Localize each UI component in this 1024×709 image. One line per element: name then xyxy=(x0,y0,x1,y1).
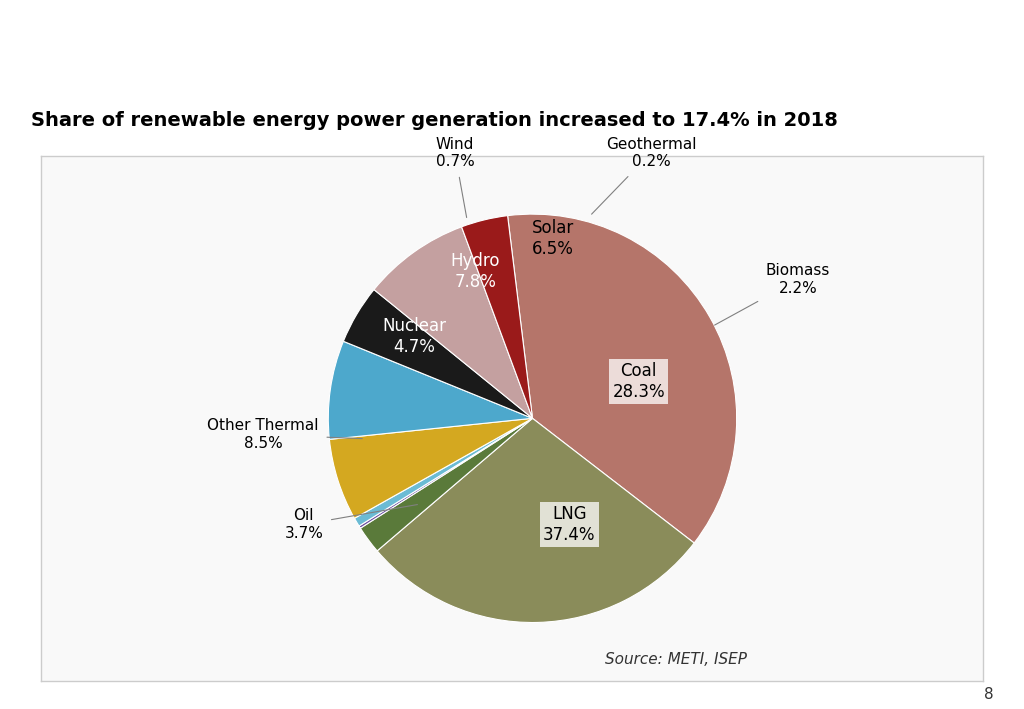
Text: Geothermal
0.2%: Geothermal 0.2% xyxy=(592,137,696,214)
Text: 8: 8 xyxy=(984,687,993,702)
Wedge shape xyxy=(374,227,532,418)
Text: Wind
0.7%: Wind 0.7% xyxy=(435,137,474,218)
Text: Power mix in Japan (2018): Power mix in Japan (2018) xyxy=(31,34,506,67)
Text: Coal
28.3%: Coal 28.3% xyxy=(612,362,665,401)
Wedge shape xyxy=(329,341,532,440)
Text: LNG
37.4%: LNG 37.4% xyxy=(543,505,596,544)
Text: Oil
3.7%: Oil 3.7% xyxy=(285,505,418,541)
Text: Solar
6.5%: Solar 6.5% xyxy=(531,219,574,258)
Wedge shape xyxy=(508,214,736,543)
Text: Biomass
2.2%: Biomass 2.2% xyxy=(715,263,830,325)
Text: Hydro
7.8%: Hydro 7.8% xyxy=(451,252,500,291)
Wedge shape xyxy=(377,418,694,623)
Text: Share of renewable energy power generation increased to 17.4% in 2018: Share of renewable energy power generati… xyxy=(31,111,838,130)
Wedge shape xyxy=(359,418,532,528)
Wedge shape xyxy=(354,418,532,526)
Text: Other Thermal
8.5%: Other Thermal 8.5% xyxy=(207,418,362,451)
Wedge shape xyxy=(462,216,532,418)
Wedge shape xyxy=(330,418,532,518)
Wedge shape xyxy=(360,418,532,551)
Text: Nuclear
4.7%: Nuclear 4.7% xyxy=(382,317,446,356)
Text: Source: METI, ISEP: Source: METI, ISEP xyxy=(605,652,746,667)
Wedge shape xyxy=(343,289,532,418)
